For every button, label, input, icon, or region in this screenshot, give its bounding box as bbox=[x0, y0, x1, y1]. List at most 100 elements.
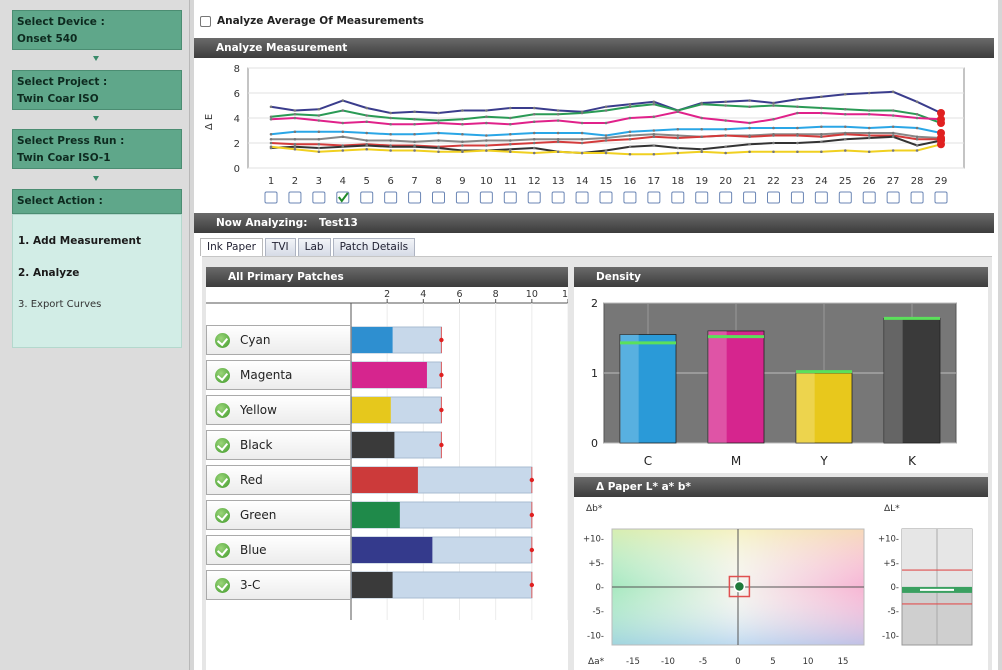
trend-point bbox=[820, 135, 823, 139]
patch-row[interactable]: Yellow bbox=[206, 395, 351, 425]
trend-point bbox=[532, 137, 536, 141]
density-y-tick-label: 1 bbox=[591, 367, 598, 380]
trend-point bbox=[772, 141, 775, 145]
trend-point bbox=[341, 149, 345, 152]
lab-l-tick-label: +5- bbox=[883, 559, 899, 569]
trend-point bbox=[891, 149, 895, 152]
density-bar-highlight bbox=[620, 334, 639, 443]
patch-row[interactable]: Red bbox=[206, 465, 351, 495]
trend-point bbox=[676, 151, 680, 155]
select-device-step[interactable]: Select Device : Onset 540 bbox=[12, 10, 182, 50]
patch-row[interactable]: Black bbox=[206, 430, 351, 460]
density-bar-highlight bbox=[884, 318, 903, 443]
lab-l-tick-label: +10- bbox=[878, 535, 899, 545]
chevron-down-icon bbox=[93, 56, 99, 61]
trend-point bbox=[652, 132, 656, 136]
trend-point bbox=[796, 134, 799, 137]
trend-point bbox=[700, 102, 704, 106]
patch-value-bar bbox=[352, 502, 400, 528]
trend-point bbox=[580, 151, 584, 155]
trend-point bbox=[437, 131, 440, 135]
lab-tolerance-box bbox=[728, 575, 751, 598]
measurement-checkbox bbox=[814, 191, 828, 204]
trend-point bbox=[365, 131, 369, 135]
trend-point bbox=[652, 115, 656, 119]
trend-point bbox=[413, 110, 416, 114]
trend-point bbox=[293, 142, 297, 146]
trend-x-tick-label: 16 bbox=[624, 176, 637, 187]
tab-tvi[interactable]: TVI bbox=[264, 238, 296, 256]
trend-point bbox=[532, 106, 536, 110]
trend-point bbox=[293, 137, 297, 141]
trend-point bbox=[461, 144, 464, 147]
trend-point bbox=[508, 106, 512, 110]
density-header: Density bbox=[574, 267, 988, 287]
patch-row[interactable]: Cyan bbox=[206, 325, 351, 355]
analyze-average-checkbox[interactable] bbox=[200, 15, 211, 27]
trend-point bbox=[461, 109, 464, 112]
patch-name: Blue bbox=[240, 543, 267, 557]
trend-point bbox=[724, 100, 727, 104]
trend-point bbox=[867, 136, 871, 140]
add-measurement-link[interactable]: 1. Add Measurement bbox=[18, 235, 142, 247]
patch-row[interactable]: 3-C bbox=[206, 570, 351, 600]
tab-lab[interactable]: Lab bbox=[297, 238, 331, 256]
measurement-checkbox bbox=[695, 191, 709, 204]
measurement-checkbox bbox=[455, 191, 469, 204]
patch-row[interactable]: Magenta bbox=[206, 360, 351, 390]
action-panel: 1. Add Measurement 2. Analyze 3. Export … bbox=[12, 214, 182, 348]
trend-point bbox=[652, 144, 656, 147]
trend-point bbox=[389, 116, 392, 120]
trend-point bbox=[748, 142, 751, 146]
trend-point bbox=[580, 121, 584, 125]
chevron-down-icon bbox=[93, 116, 99, 121]
trend-point bbox=[652, 135, 656, 139]
analyze-link[interactable]: 2. Analyze bbox=[18, 267, 80, 279]
patch-limit-marker bbox=[529, 477, 535, 483]
trend-point bbox=[461, 122, 464, 126]
trend-point bbox=[413, 117, 416, 121]
trend-point bbox=[796, 105, 799, 109]
density-title: Density bbox=[596, 271, 642, 283]
measurement-checkbox bbox=[479, 191, 493, 204]
measurement-checkbox bbox=[647, 191, 661, 204]
patch-row[interactable]: Blue bbox=[206, 535, 351, 565]
trend-point bbox=[365, 106, 369, 110]
check-circle-icon bbox=[215, 542, 230, 558]
export-curves-link[interactable]: 3. Export Curves bbox=[18, 299, 102, 310]
trend-point bbox=[461, 150, 464, 154]
trend-point bbox=[341, 99, 345, 102]
tab-ink-paper[interactable]: Ink Paper bbox=[200, 238, 263, 256]
measurement-checkbox bbox=[599, 191, 613, 204]
trend-point bbox=[365, 120, 369, 124]
check-icon bbox=[337, 192, 349, 203]
measurement-checkbox bbox=[408, 191, 422, 204]
analyze-average-row[interactable]: Analyze Average Of Measurements bbox=[200, 12, 424, 30]
sidebar: Select Device : Onset 540 Select Project… bbox=[0, 0, 190, 670]
trend-point bbox=[843, 137, 847, 141]
all-primary-patches-title: All Primary Patches bbox=[228, 271, 344, 283]
tab-patch-details[interactable]: Patch Details bbox=[332, 238, 416, 256]
select-press-run-step[interactable]: Select Press Run : Twin Coar ISO-1 bbox=[12, 129, 182, 169]
patch-name: Green bbox=[240, 508, 277, 522]
trend-point bbox=[724, 145, 727, 149]
trend-x-tick-label: 25 bbox=[839, 176, 852, 187]
trend-point bbox=[604, 139, 608, 142]
select-device-value: Onset 540 bbox=[17, 33, 78, 45]
patch-row[interactable]: Green bbox=[206, 500, 351, 530]
trend-point bbox=[748, 99, 751, 102]
trend-point bbox=[867, 112, 871, 116]
select-project-step[interactable]: Select Project : Twin Coar ISO bbox=[12, 70, 182, 110]
paper-lab-header: Δ Paper L* a* b* bbox=[574, 477, 988, 497]
trend-point bbox=[317, 114, 321, 117]
trend-point bbox=[532, 146, 536, 150]
measurement-checkbox bbox=[288, 191, 302, 204]
trend-point bbox=[628, 102, 632, 106]
trend-y-tick-label: 2 bbox=[234, 139, 240, 150]
check-circle-icon bbox=[215, 367, 230, 383]
lab-a-tick-label: 0 bbox=[735, 657, 740, 667]
trend-point bbox=[293, 145, 297, 149]
density-y-tick-label: 2 bbox=[591, 297, 598, 310]
trend-point bbox=[413, 122, 416, 126]
trend-point bbox=[508, 132, 512, 136]
